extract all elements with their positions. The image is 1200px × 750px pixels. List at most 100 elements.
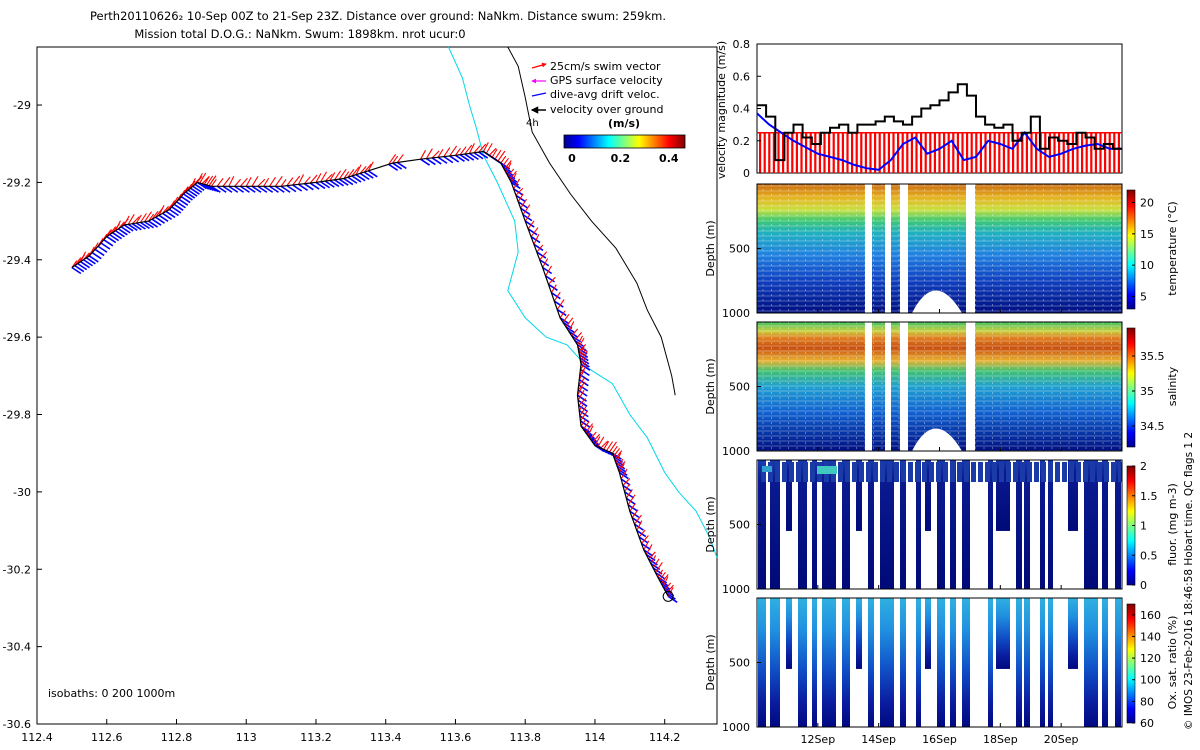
velocity-bar bbox=[1071, 132, 1074, 173]
drift-vector bbox=[103, 239, 114, 247]
swim-vector bbox=[443, 147, 451, 157]
swim-vector bbox=[582, 421, 590, 430]
drift-vector bbox=[127, 223, 138, 231]
velocity-bar bbox=[989, 132, 992, 173]
profile-gap bbox=[966, 184, 975, 313]
drift-vector bbox=[338, 178, 349, 186]
velocity-bar bbox=[984, 132, 987, 173]
drift-vector bbox=[589, 438, 600, 446]
swim-vector bbox=[652, 558, 660, 569]
profile-column bbox=[786, 460, 792, 531]
drift-vector bbox=[329, 179, 340, 188]
swim-vector bbox=[565, 317, 574, 328]
swim-vector bbox=[464, 144, 473, 155]
swim-vector bbox=[482, 142, 489, 152]
drift-vector bbox=[524, 220, 535, 228]
profile-gap bbox=[865, 184, 872, 313]
swim-vector bbox=[577, 335, 583, 346]
drift-vector bbox=[579, 420, 590, 428]
map-ytick-label: -30.4 bbox=[3, 641, 31, 654]
velocity-lines bbox=[756, 83, 1122, 171]
profile-column bbox=[880, 598, 894, 727]
fluor-surface-mark bbox=[950, 462, 955, 482]
colorbar-tick-label: 120 bbox=[1140, 652, 1161, 665]
fluor-surface-mark bbox=[929, 462, 934, 482]
swim-vector bbox=[245, 177, 252, 187]
oxygen-panel: 500 1000 Depth (m) 60 80 100 120 140 160 Ox. sat.… bbox=[704, 597, 1179, 734]
velocity-bar bbox=[1090, 132, 1093, 173]
drift-vector bbox=[550, 291, 561, 300]
isobaths bbox=[448, 46, 718, 558]
profile-column bbox=[1016, 598, 1022, 727]
drift-vector bbox=[503, 168, 514, 177]
fluor-surface-mark bbox=[908, 462, 913, 482]
map-xtick-label: 112.4 bbox=[21, 731, 53, 744]
profile-column bbox=[916, 460, 921, 589]
velocity-bar bbox=[1053, 132, 1056, 173]
drift-vector bbox=[222, 185, 233, 193]
fluor-surface-mark bbox=[838, 462, 843, 482]
velocity-bar bbox=[809, 132, 812, 173]
velocity-bar bbox=[901, 132, 904, 173]
colorbar-tick-label: 0 bbox=[1140, 579, 1147, 592]
swim-vector bbox=[527, 220, 535, 230]
drift-vector bbox=[664, 589, 675, 597]
map-ytick-label: -30.2 bbox=[3, 563, 31, 576]
profile-column bbox=[962, 598, 970, 727]
colorbar-tick-label: 0.5 bbox=[1140, 549, 1158, 562]
profile-column bbox=[812, 598, 817, 727]
profile-column bbox=[925, 460, 931, 531]
drift-vector bbox=[513, 188, 524, 196]
velocity-bar bbox=[1021, 132, 1024, 173]
drift-vector bbox=[123, 224, 134, 232]
swim-vector bbox=[578, 377, 586, 386]
swim-vector bbox=[497, 150, 506, 162]
velocity-bar bbox=[874, 132, 877, 173]
profile-column bbox=[900, 598, 906, 727]
swim-vector bbox=[571, 328, 579, 337]
drift-vector bbox=[574, 339, 585, 348]
map-xtick-label: 113 bbox=[236, 731, 257, 744]
drift-vector bbox=[176, 201, 186, 209]
swim-vector bbox=[338, 168, 347, 180]
swim-vector bbox=[196, 173, 203, 183]
swim-vector bbox=[578, 343, 587, 352]
depth-axis-label: Depth (m) bbox=[704, 358, 717, 414]
fluor-surface-mark bbox=[782, 462, 787, 482]
drift-vector bbox=[580, 425, 591, 433]
swim-vector bbox=[606, 441, 614, 451]
depth-axis-label: Depth (m) bbox=[704, 496, 717, 552]
fluor-surface-mark bbox=[796, 462, 801, 482]
depth-tick-label: 1000 bbox=[722, 307, 750, 320]
velocity-bar bbox=[952, 132, 955, 173]
swim-vector bbox=[199, 172, 207, 184]
profile-column bbox=[988, 598, 993, 727]
swim-vector bbox=[216, 177, 224, 187]
speed-colorbar-gradient bbox=[563, 134, 686, 149]
velocity-bar bbox=[961, 132, 964, 173]
drift-vector bbox=[189, 187, 200, 195]
velocity-bar bbox=[791, 132, 794, 173]
drift-vector bbox=[437, 156, 448, 164]
drift-vector bbox=[343, 177, 354, 186]
drift-vector bbox=[131, 222, 142, 231]
drift-vector bbox=[171, 206, 182, 214]
velocity-bar bbox=[828, 132, 831, 173]
swim-vector bbox=[522, 204, 531, 215]
time-tick-label: 12Sep bbox=[800, 733, 835, 746]
swim-vector bbox=[347, 168, 355, 178]
map-xtick-label: 113.2 bbox=[300, 731, 332, 744]
drift-vector bbox=[585, 431, 596, 440]
drift-vector bbox=[194, 183, 205, 191]
swim-vector bbox=[660, 574, 669, 584]
swim-vector bbox=[620, 468, 628, 480]
fluor-surface-mark bbox=[1069, 462, 1074, 482]
drift-vector bbox=[579, 415, 590, 423]
drift-vector bbox=[578, 384, 589, 392]
velocity-bar bbox=[966, 132, 969, 173]
profile-column bbox=[822, 460, 836, 589]
fluor-surface-mark bbox=[922, 462, 927, 482]
profile-column bbox=[1048, 598, 1053, 727]
isobath-label: isobaths: 0 200 1000m bbox=[48, 687, 175, 700]
